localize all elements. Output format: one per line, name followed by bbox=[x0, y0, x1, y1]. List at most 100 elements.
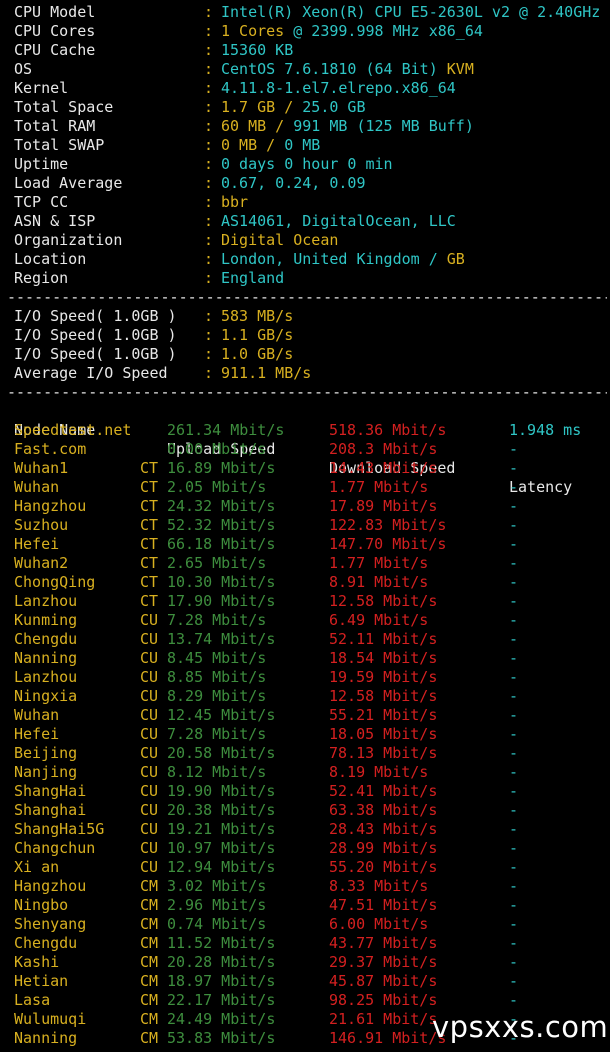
io-colon: : bbox=[204, 345, 214, 363]
info-label: OS bbox=[14, 60, 33, 78]
info-value-part: GB bbox=[446, 250, 465, 268]
info-label: CPU Model bbox=[14, 3, 96, 21]
info-row: Region: England bbox=[14, 269, 604, 288]
info-colon: : bbox=[204, 22, 214, 40]
isp-cell: CU bbox=[140, 687, 159, 705]
upload-speed-cell: 19.90 Mbit/s bbox=[167, 782, 276, 800]
latency-cell: - bbox=[509, 934, 519, 952]
io-speed-row: Average I/O Speed:911.1 MB/s bbox=[14, 364, 604, 383]
node-name-cell: Ningxia bbox=[14, 687, 78, 705]
isp-cell: CU bbox=[140, 820, 159, 838]
table-row: Nanning CU 8.45 Mbit/s 18.54 Mbit/s - bbox=[14, 649, 604, 668]
node-name-cell: Xi an bbox=[14, 858, 60, 876]
upload-speed-cell: 52.32 Mbit/s bbox=[167, 516, 276, 534]
node-name-cell: Suzhou bbox=[14, 516, 69, 534]
io-speed-value: 1.0 GB/s bbox=[221, 345, 294, 363]
io-speed-label: I/O Speed( 1.0GB ) bbox=[14, 307, 177, 325]
isp-cell: CM bbox=[140, 896, 159, 914]
isp-cell: CU bbox=[140, 782, 159, 800]
node-name-cell: Shanghai bbox=[14, 801, 87, 819]
table-row: Lasa CM 22.17 Mbit/s 98.25 Mbit/s - bbox=[14, 991, 604, 1010]
info-label: Total RAM bbox=[14, 117, 96, 135]
upload-speed-cell: 10.30 Mbit/s bbox=[167, 573, 276, 591]
node-name-cell: Wuhan1 bbox=[14, 459, 69, 477]
node-name-cell: Hangzhou bbox=[14, 877, 87, 895]
download-speed-cell: 12.58 Mbit/s bbox=[329, 592, 438, 610]
info-colon: : bbox=[204, 174, 214, 192]
upload-speed-cell: 8.12 Mbit/s bbox=[167, 763, 267, 781]
latency-cell: - bbox=[509, 649, 519, 667]
info-colon: : bbox=[204, 250, 214, 268]
io-speed-value: 911.1 MB/s bbox=[221, 364, 312, 382]
latency-cell: - bbox=[509, 820, 519, 838]
table-row: Lanzhou CT 17.90 Mbit/s 12.58 Mbit/s - bbox=[14, 592, 604, 611]
header-latency: Latency bbox=[509, 478, 573, 496]
table-row: Changchun CU 10.97 Mbit/s 28.99 Mbit/s - bbox=[14, 839, 604, 858]
table-row: Suzhou CT 52.32 Mbit/s 122.83 Mbit/s - bbox=[14, 516, 604, 535]
download-speed-cell: 19.59 Mbit/s bbox=[329, 668, 438, 686]
isp-cell: CM bbox=[140, 915, 159, 933]
latency-cell: - bbox=[509, 801, 519, 819]
download-speed-cell: 21.61 Mbit/s bbox=[329, 1010, 438, 1028]
table-row: Chengdu CU 13.74 Mbit/s 52.11 Mbit/s - bbox=[14, 630, 604, 649]
isp-cell: CU bbox=[140, 725, 159, 743]
upload-speed-cell: 261.34 Mbit/s bbox=[167, 421, 285, 439]
info-row: TCP CC: bbr bbox=[14, 193, 604, 212]
table-row: Shenyang CM 0.74 Mbit/s 6.00 Mbit/s - bbox=[14, 915, 604, 934]
info-colon: : bbox=[204, 155, 214, 173]
download-speed-cell: 18.05 Mbit/s bbox=[329, 725, 438, 743]
io-speed-row: I/O Speed( 1.0GB ):583 MB/s bbox=[14, 307, 604, 326]
table-row: Nanning CM 53.83 Mbit/s 146.91 Mbit/s - bbox=[14, 1029, 604, 1048]
info-label: Total Space bbox=[14, 98, 114, 116]
info-label: Uptime bbox=[14, 155, 69, 173]
node-name-cell: Shenyang bbox=[14, 915, 87, 933]
info-value: 60 MB / 991 MB (125 MB Buff) bbox=[221, 117, 474, 136]
latency-cell: - bbox=[509, 573, 519, 591]
latency-cell: - bbox=[509, 535, 519, 553]
upload-speed-cell: 22.17 Mbit/s bbox=[167, 991, 276, 1009]
node-name-cell: Wulumuqi bbox=[14, 1010, 87, 1028]
upload-speed-cell: 2.96 Mbit/s bbox=[167, 896, 267, 914]
latency-cell: - bbox=[509, 478, 519, 496]
info-value-part: AS14061, DigitalOcean, LLC bbox=[221, 212, 456, 230]
info-colon: : bbox=[204, 136, 214, 154]
info-value: 4.11.8-1.el7.elrepo.x86_64 bbox=[221, 79, 456, 98]
download-speed-cell: 518.36 Mbit/s bbox=[329, 421, 447, 439]
info-row: CPU Model: Intel(R) Xeon(R) CPU E5-2630L … bbox=[14, 3, 604, 22]
info-colon: : bbox=[204, 269, 214, 287]
info-value-part: 1.7 GB / bbox=[221, 98, 303, 116]
upload-speed-cell: 24.32 Mbit/s bbox=[167, 497, 276, 515]
isp-cell: CU bbox=[140, 763, 159, 781]
download-speed-cell: 29.37 Mbit/s bbox=[329, 953, 438, 971]
upload-speed-cell: 13.74 Mbit/s bbox=[167, 630, 276, 648]
node-name-cell: Chengdu bbox=[14, 630, 78, 648]
table-row: Shanghai CU 20.38 Mbit/s 63.38 Mbit/s - bbox=[14, 801, 604, 820]
upload-speed-cell: 18.97 Mbit/s bbox=[167, 972, 276, 990]
table-row: Kashi CM 20.28 Mbit/s 29.37 Mbit/s - bbox=[14, 953, 604, 972]
latency-cell: - bbox=[509, 744, 519, 762]
info-value-part: (125 MB Buff) bbox=[356, 117, 474, 135]
info-colon: : bbox=[204, 60, 214, 78]
table-row: ShangHai CU 19.90 Mbit/s 52.41 Mbit/s - bbox=[14, 782, 604, 801]
latency-cell: - bbox=[509, 725, 519, 743]
info-value: 1 Cores @ 2399.998 MHz x86_64 bbox=[221, 22, 483, 41]
upload-speed-cell: 11.52 Mbit/s bbox=[167, 934, 276, 952]
node-name-cell: Hangzhou bbox=[14, 497, 87, 515]
latency-cell: - bbox=[509, 497, 519, 515]
info-value-part: CentOS 7.6.1810 (64 Bit) bbox=[221, 60, 447, 78]
isp-cell: CT bbox=[140, 459, 159, 477]
upload-speed-cell: 19.21 Mbit/s bbox=[167, 820, 276, 838]
table-row: Lanzhou CU 8.85 Mbit/s 19.59 Mbit/s - bbox=[14, 668, 604, 687]
download-speed-cell: 78.13 Mbit/s bbox=[329, 744, 438, 762]
isp-cell: CM bbox=[140, 934, 159, 952]
table-row: Wulumuqi CM 24.49 Mbit/s 21.61 Mbit/s - bbox=[14, 1010, 604, 1029]
info-value: CentOS 7.6.1810 (64 Bit) KVM bbox=[221, 60, 474, 79]
node-name-cell: Nanjing bbox=[14, 763, 78, 781]
isp-cell: CU bbox=[140, 839, 159, 857]
info-value-part: bbr bbox=[221, 193, 249, 211]
upload-speed-cell: 2.65 Mbit/s bbox=[167, 554, 267, 572]
node-name-cell: Lanzhou bbox=[14, 668, 78, 686]
upload-speed-cell: 0.00 Mbit/s bbox=[167, 440, 267, 458]
info-colon: : bbox=[204, 98, 214, 116]
upload-speed-cell: 10.97 Mbit/s bbox=[167, 839, 276, 857]
